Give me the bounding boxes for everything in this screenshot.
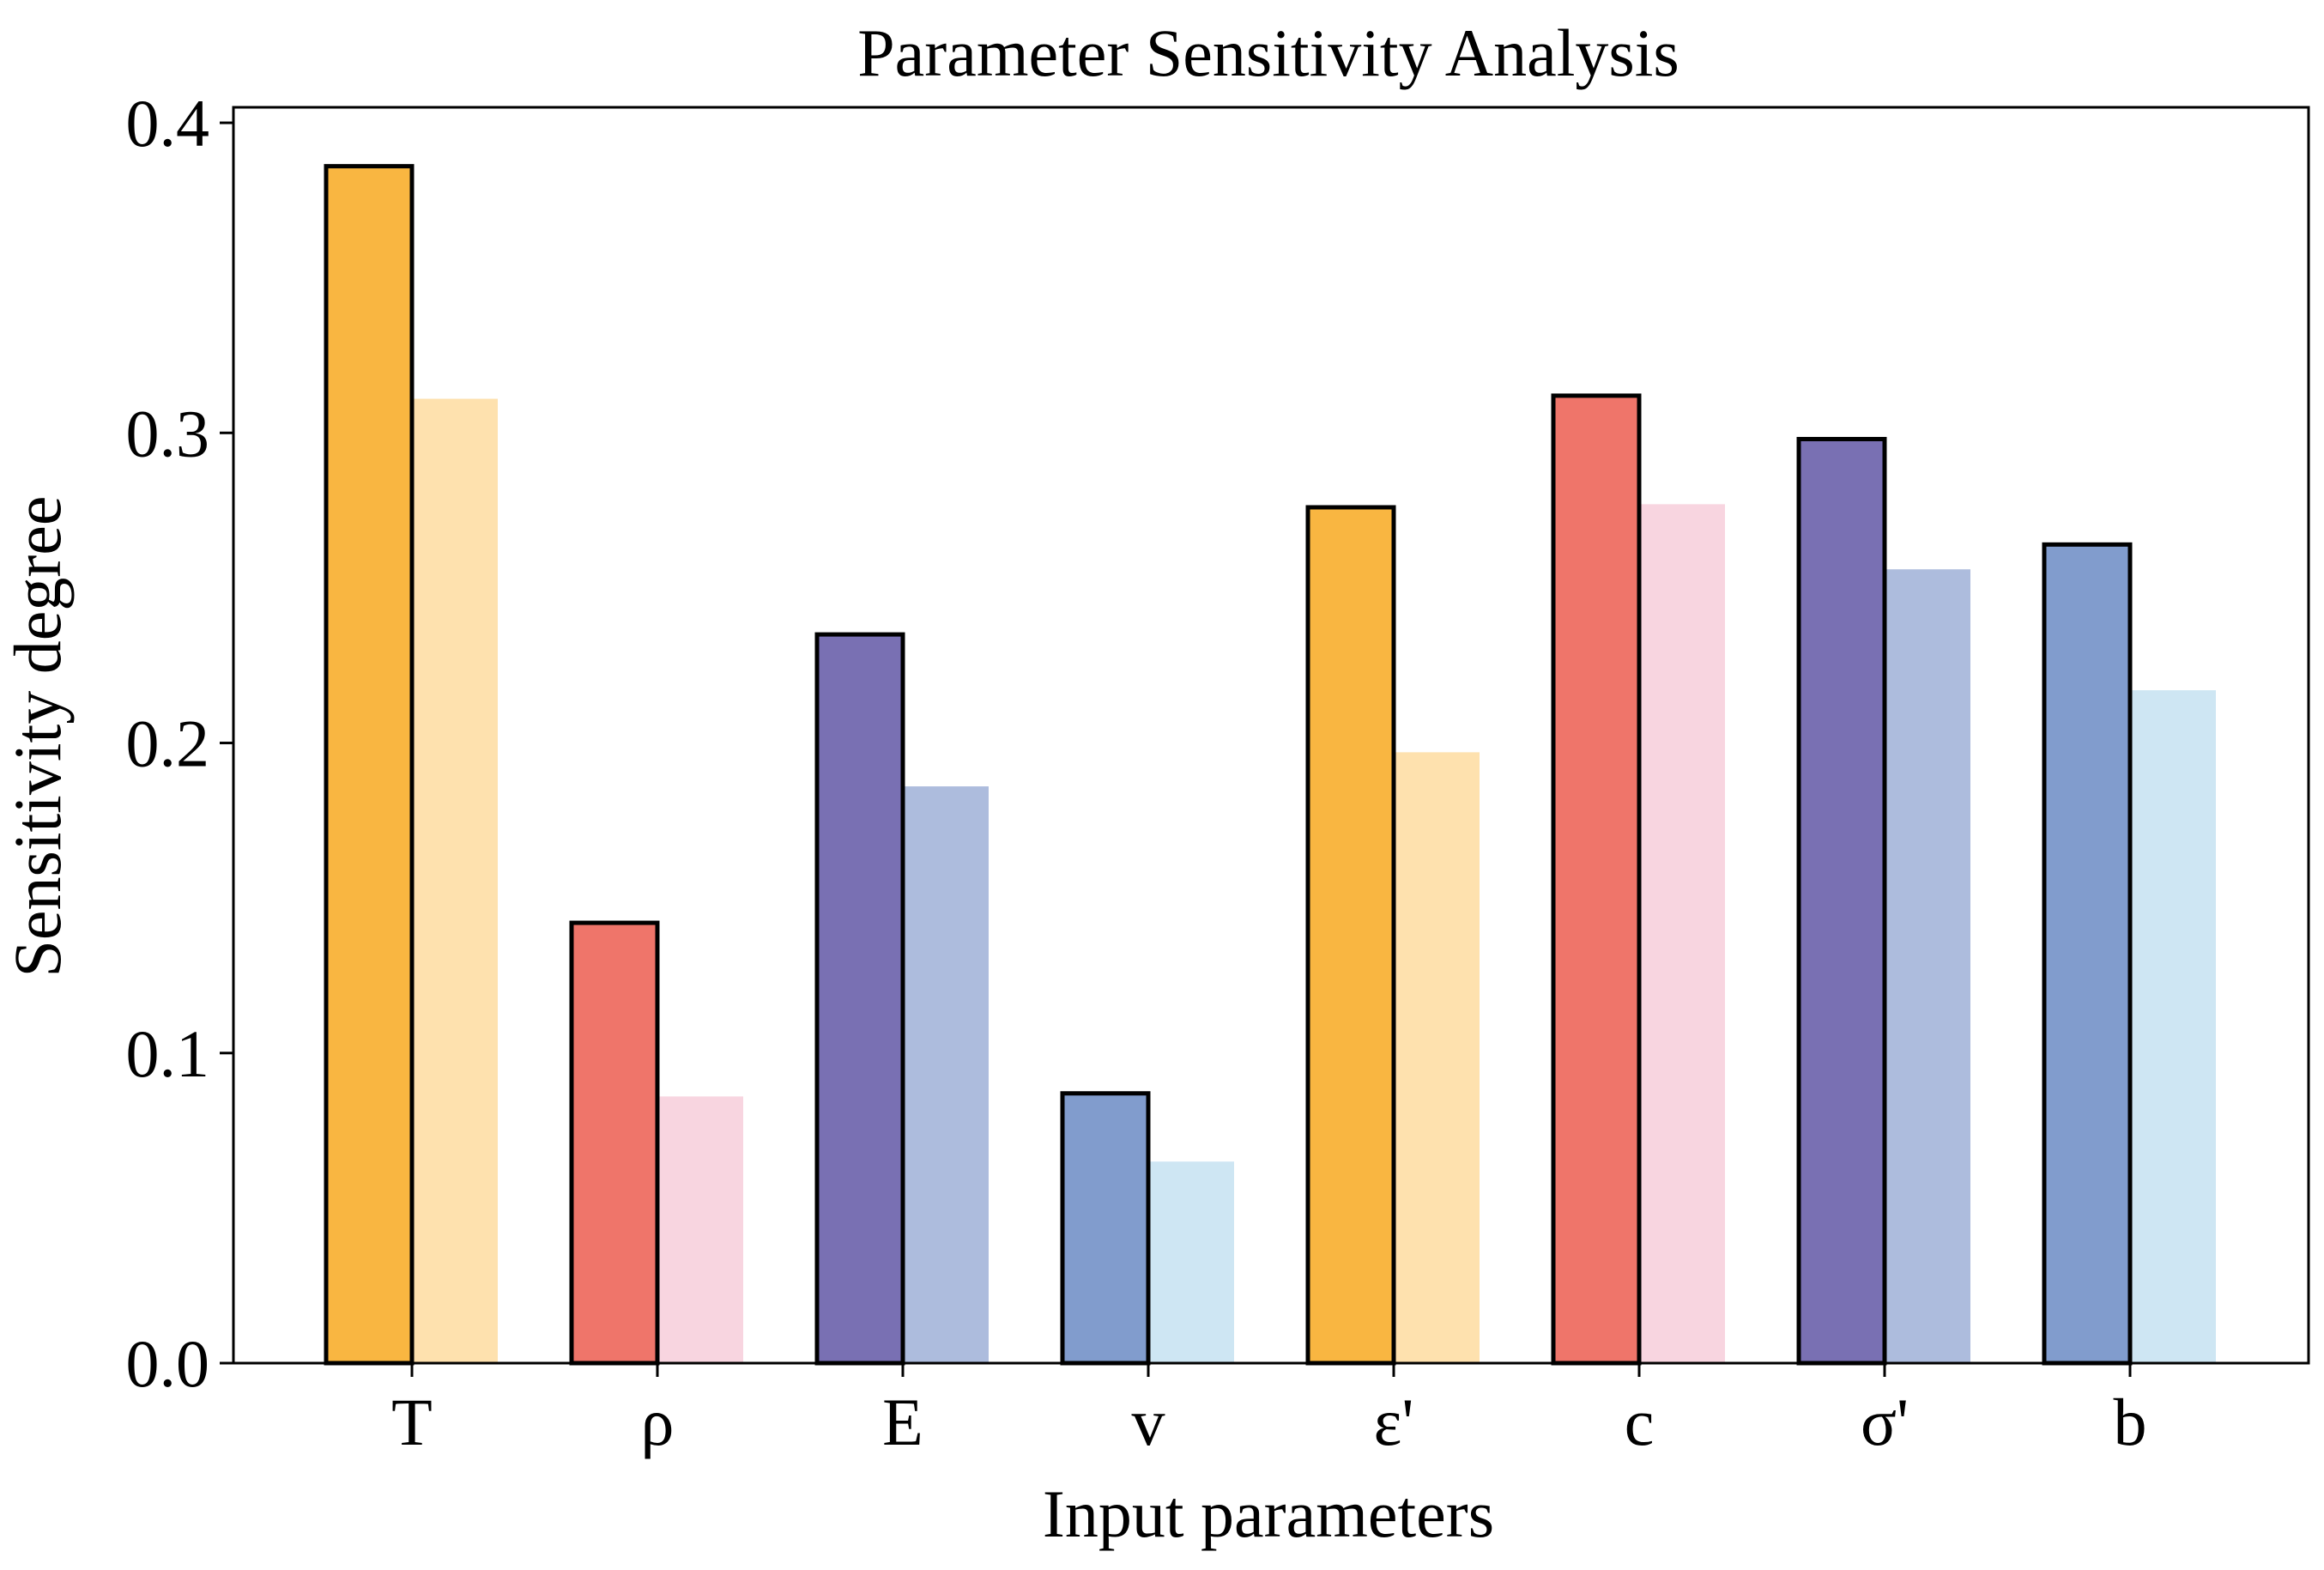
- bar-primary-7: [2042, 542, 2133, 1366]
- y-tick-label-3: 0.3: [126, 396, 210, 470]
- bar-primary-2: [814, 632, 905, 1366]
- bar-primary-0: [324, 164, 415, 1366]
- x-tick-label-2: E: [882, 1385, 923, 1459]
- y-tick-label-0: 0.0: [126, 1326, 210, 1401]
- bar-secondary-0: [412, 398, 498, 1363]
- bar-secondary-3: [1148, 1161, 1234, 1363]
- bars-layer: [324, 164, 2216, 1366]
- bar-secondary-7: [2130, 690, 2216, 1363]
- y-tick-label-2: 0.2: [126, 706, 210, 781]
- bar-primary-3: [1060, 1091, 1151, 1366]
- x-tick-label-3: v: [1132, 1385, 1165, 1459]
- bar-secondary-1: [657, 1096, 743, 1363]
- y-tick-label-1: 0.1: [126, 1016, 210, 1091]
- bar-primary-4: [1305, 505, 1396, 1366]
- chart-title: Parameter Sensitivity Analysis: [857, 15, 1679, 90]
- x-tick-label-5: c: [1625, 1385, 1655, 1459]
- bar-secondary-2: [903, 786, 989, 1363]
- x-tick-label-1: ρ: [641, 1385, 675, 1459]
- bar-secondary-4: [1394, 752, 1480, 1363]
- x-tick-label-6: σ': [1861, 1385, 1909, 1459]
- bar-secondary-6: [1885, 569, 1970, 1363]
- x-tick-label-7: b: [2114, 1385, 2147, 1459]
- x-axis-label: Input parameters: [1043, 1476, 1494, 1551]
- bar-primary-5: [1551, 393, 1642, 1366]
- plot-frame: [232, 106, 2310, 1365]
- bar-primary-6: [1796, 437, 1887, 1366]
- x-tick-label-0: T: [391, 1385, 433, 1459]
- bar-secondary-5: [1639, 504, 1725, 1363]
- y-axis-label: Sensitivity degree: [0, 495, 75, 977]
- y-tick-label-4: 0.4: [126, 86, 210, 161]
- x-tick-label-4: ε': [1374, 1385, 1414, 1459]
- bar-primary-1: [569, 920, 660, 1366]
